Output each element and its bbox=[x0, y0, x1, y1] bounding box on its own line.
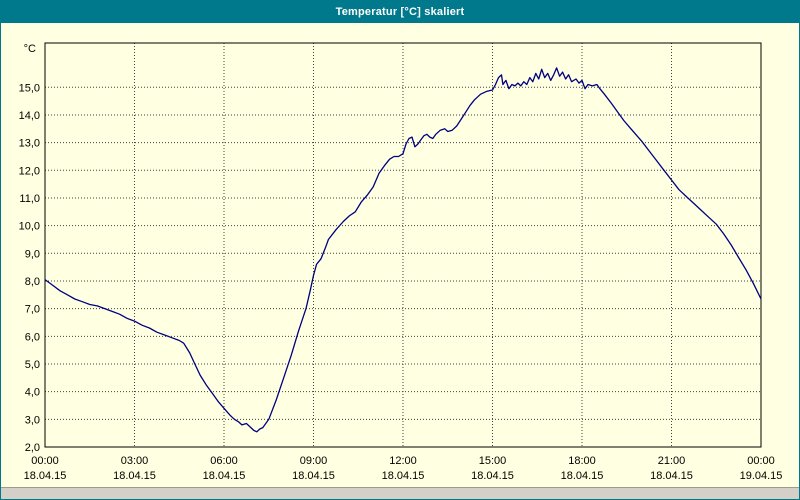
y-axis-tick-label: 7,0 bbox=[25, 304, 40, 316]
x-axis-time-label: 03:00 bbox=[121, 455, 149, 467]
temperature-series-line bbox=[44, 67, 762, 433]
y-axis-unit-label: °C bbox=[24, 43, 36, 55]
horizontal-scrollbar[interactable] bbox=[1, 487, 799, 499]
y-axis-tick-label: 3,0 bbox=[25, 414, 40, 426]
x-axis-time-label: 09:00 bbox=[300, 455, 328, 467]
y-axis-tick-label: 10,0 bbox=[19, 221, 40, 233]
chart-area: 15,0 14,0 13,0 12,0 11,0 10,0 9,0 8,0 7,0 6,0 5,0 4… bbox=[1, 23, 799, 487]
x-axis-time-label: 18:00 bbox=[568, 455, 596, 467]
y-axis-tick-label: 15,0 bbox=[19, 82, 40, 94]
x-axis-date-label: 18.04.15 bbox=[561, 470, 604, 482]
x-axis-date-label: 19.04.15 bbox=[740, 470, 783, 482]
y-axis-tick-label: 9,0 bbox=[25, 248, 40, 260]
x-axis-date-label: 18.04.15 bbox=[650, 470, 693, 482]
plot-frame bbox=[44, 42, 762, 448]
x-axis-date-label: 18.04.15 bbox=[24, 470, 67, 482]
y-axis-tick-label: 11,0 bbox=[19, 193, 40, 205]
x-axis-date-label: 18.04.15 bbox=[292, 470, 335, 482]
window-title: Temperatur [°C] skaliert bbox=[335, 6, 465, 18]
x-axis-time-label: 21:00 bbox=[658, 455, 686, 467]
x-axis-time-label: 15:00 bbox=[479, 455, 507, 467]
x-axis-time-label: 00:00 bbox=[31, 455, 59, 467]
y-axis-tick-label: 4,0 bbox=[25, 387, 40, 399]
y-axis-tick-label: 13,0 bbox=[19, 138, 40, 150]
y-axis-tick-label: 12,0 bbox=[19, 165, 40, 177]
x-axis-date-label: 18.04.15 bbox=[203, 470, 246, 482]
y-axis-tick-label: 6,0 bbox=[25, 331, 40, 343]
y-axis-tick-label: 14,0 bbox=[19, 110, 40, 122]
temperature-line-chart: 15,0 14,0 13,0 12,0 11,0 10,0 9,0 8,0 7,0 6,0 5,0 4… bbox=[19, 42, 783, 482]
x-axis-date-label: 18.04.15 bbox=[382, 470, 425, 482]
y-axis-tick-label: 2,0 bbox=[25, 442, 40, 454]
x-axis-time-label: 12:00 bbox=[389, 455, 417, 467]
y-axis-tick-label: 8,0 bbox=[25, 276, 40, 288]
x-axis-date-label: 18.04.15 bbox=[471, 470, 514, 482]
x-axis-time-label: 06:00 bbox=[210, 455, 238, 467]
x-axis-date-label: 18.04.15 bbox=[113, 470, 156, 482]
y-axis-tick-label: 5,0 bbox=[25, 359, 40, 371]
x-axis-time-label: 00:00 bbox=[747, 455, 775, 467]
window-titlebar: Temperatur [°C] skaliert bbox=[1, 1, 799, 23]
